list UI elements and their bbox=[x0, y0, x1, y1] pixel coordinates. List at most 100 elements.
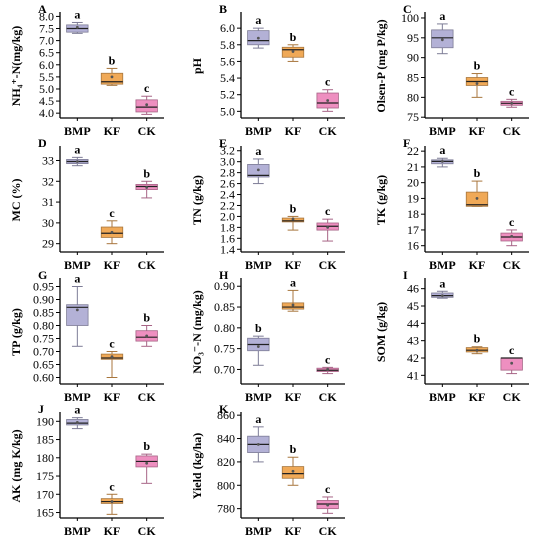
y-tick-label: 21 bbox=[407, 160, 419, 174]
significance-letter: a bbox=[74, 403, 80, 417]
x-tick-label: CK bbox=[138, 524, 157, 538]
mean-point bbox=[510, 234, 514, 238]
significance-letter: b bbox=[290, 442, 297, 456]
y-tick-label: 0.80 bbox=[33, 319, 54, 333]
x-tick-label: CK bbox=[319, 258, 338, 272]
panel-label: G bbox=[38, 268, 47, 282]
x-tick-label: BMP bbox=[429, 258, 456, 272]
x-tick-label: CK bbox=[319, 124, 338, 138]
panel-label: I bbox=[403, 268, 408, 282]
mean-point bbox=[440, 294, 444, 297]
x-tick-label: BMP bbox=[64, 124, 91, 138]
mean-point bbox=[75, 308, 79, 312]
x-tick-label: BMP bbox=[245, 258, 272, 272]
mean-point bbox=[475, 197, 479, 200]
significance-letter: c bbox=[509, 84, 515, 98]
mean-point bbox=[326, 225, 330, 229]
y-axis-label: TP (g/kg) bbox=[9, 308, 23, 356]
mean-point bbox=[440, 38, 444, 42]
panel-label: C bbox=[403, 2, 412, 16]
y-tick-label: 80 bbox=[407, 90, 419, 104]
x-tick-label: KF bbox=[104, 390, 121, 404]
panel-label: D bbox=[38, 136, 47, 150]
panel-a: A 4.04.55.05.56.06.57.07.58.0 NH₄⁺-N(mg/kg… bbox=[9, 2, 164, 138]
y-tick-label: 840 bbox=[217, 432, 235, 446]
y-tick-label: 6.0 bbox=[220, 21, 235, 35]
y-tick-label: 6.5 bbox=[39, 46, 54, 60]
y-tick-label: 5.2 bbox=[220, 88, 235, 102]
significance-letter: a bbox=[74, 272, 80, 286]
y-tick-label: 22 bbox=[407, 144, 419, 158]
y-tick-label: 820 bbox=[217, 455, 235, 469]
mean-point bbox=[110, 230, 114, 234]
y-axis-label: pH bbox=[190, 57, 204, 74]
y-tick-label: 2.4 bbox=[220, 188, 235, 202]
significance-letter: c bbox=[509, 343, 515, 357]
x-tick-label: CK bbox=[138, 124, 157, 138]
y-tick-label: 5.4 bbox=[220, 71, 235, 85]
y-tick-label: 0.95 bbox=[33, 280, 54, 294]
significance-letter: a bbox=[439, 9, 445, 23]
panel-label: J bbox=[38, 402, 44, 416]
significance-letter: a bbox=[74, 142, 80, 156]
x-tick-label: BMP bbox=[245, 524, 272, 538]
significance-letter: b bbox=[290, 201, 297, 215]
y-tick-label: 18 bbox=[407, 207, 419, 221]
y-tick-label: 42 bbox=[407, 351, 419, 365]
significance-letter: a bbox=[290, 275, 296, 289]
box-bmp bbox=[66, 304, 89, 326]
x-tick-label: BMP bbox=[429, 124, 456, 138]
x-tick-label: BMP bbox=[64, 258, 91, 272]
x-tick-label: KF bbox=[104, 258, 121, 272]
panel-label: B bbox=[219, 2, 227, 16]
y-tick-label: 0.85 bbox=[214, 300, 235, 314]
y-tick-label: 175 bbox=[36, 469, 54, 483]
significance-letter: b bbox=[143, 166, 150, 180]
y-axis-label: NH₄⁺-N(mg/kg) bbox=[9, 26, 23, 107]
y-axis-label: NO₃⁻-N (mg/kg) bbox=[190, 290, 204, 374]
x-tick-label: KF bbox=[469, 124, 486, 138]
y-tick-label: 6.0 bbox=[39, 58, 54, 72]
y-tick-label: 43 bbox=[407, 334, 419, 348]
y-tick-label: 0.80 bbox=[214, 321, 235, 335]
panel-k: K 780 800 820 840 860 Yield (kg/ha) BMP a KF b CK c bbox=[190, 402, 345, 538]
x-tick-label: KF bbox=[469, 390, 486, 404]
y-axis-label: TN (g/kg) bbox=[190, 175, 204, 225]
y-tick-label: 41 bbox=[407, 368, 419, 382]
mean-point bbox=[75, 160, 79, 163]
y-tick-label: 7.5 bbox=[39, 22, 54, 36]
y-tick-label: 0.65 bbox=[33, 358, 54, 372]
x-tick-label: CK bbox=[138, 390, 157, 404]
y-tick-label: 1.8 bbox=[220, 220, 235, 234]
y-tick-label: 85 bbox=[407, 71, 419, 85]
significance-letter: b bbox=[255, 321, 262, 335]
y-tick-label: 20 bbox=[407, 176, 419, 190]
significance-letter: a bbox=[255, 412, 261, 426]
significance-letter: c bbox=[325, 352, 331, 366]
y-tick-label: 3.0 bbox=[220, 155, 235, 169]
y-tick-label: 2.6 bbox=[220, 177, 235, 191]
y-tick-label: 19 bbox=[407, 191, 419, 205]
mean-point bbox=[145, 461, 149, 465]
y-tick-label: 29 bbox=[42, 237, 54, 251]
mean-point bbox=[326, 99, 330, 102]
x-tick-label: CK bbox=[138, 258, 157, 272]
y-axis-label: TK (g/kg) bbox=[374, 175, 388, 225]
y-tick-label: 5.0 bbox=[39, 82, 54, 96]
y-axis-label: SOM (g/kg) bbox=[374, 302, 388, 362]
panel-label: A bbox=[38, 2, 47, 16]
significance-letter: b bbox=[143, 439, 150, 453]
mean-point bbox=[440, 159, 444, 163]
y-tick-label: 17 bbox=[407, 223, 419, 237]
x-tick-label: KF bbox=[285, 524, 302, 538]
y-tick-label: 16 bbox=[407, 239, 419, 253]
y-tick-label: 7.0 bbox=[39, 34, 54, 48]
x-tick-label: KF bbox=[469, 258, 486, 272]
significance-letter: c bbox=[144, 81, 150, 95]
y-tick-label: 1.6 bbox=[220, 231, 235, 245]
mean-point bbox=[75, 25, 79, 29]
y-axis-label: Yield (kg/ha) bbox=[190, 433, 204, 500]
y-tick-label: 0.75 bbox=[33, 332, 54, 346]
